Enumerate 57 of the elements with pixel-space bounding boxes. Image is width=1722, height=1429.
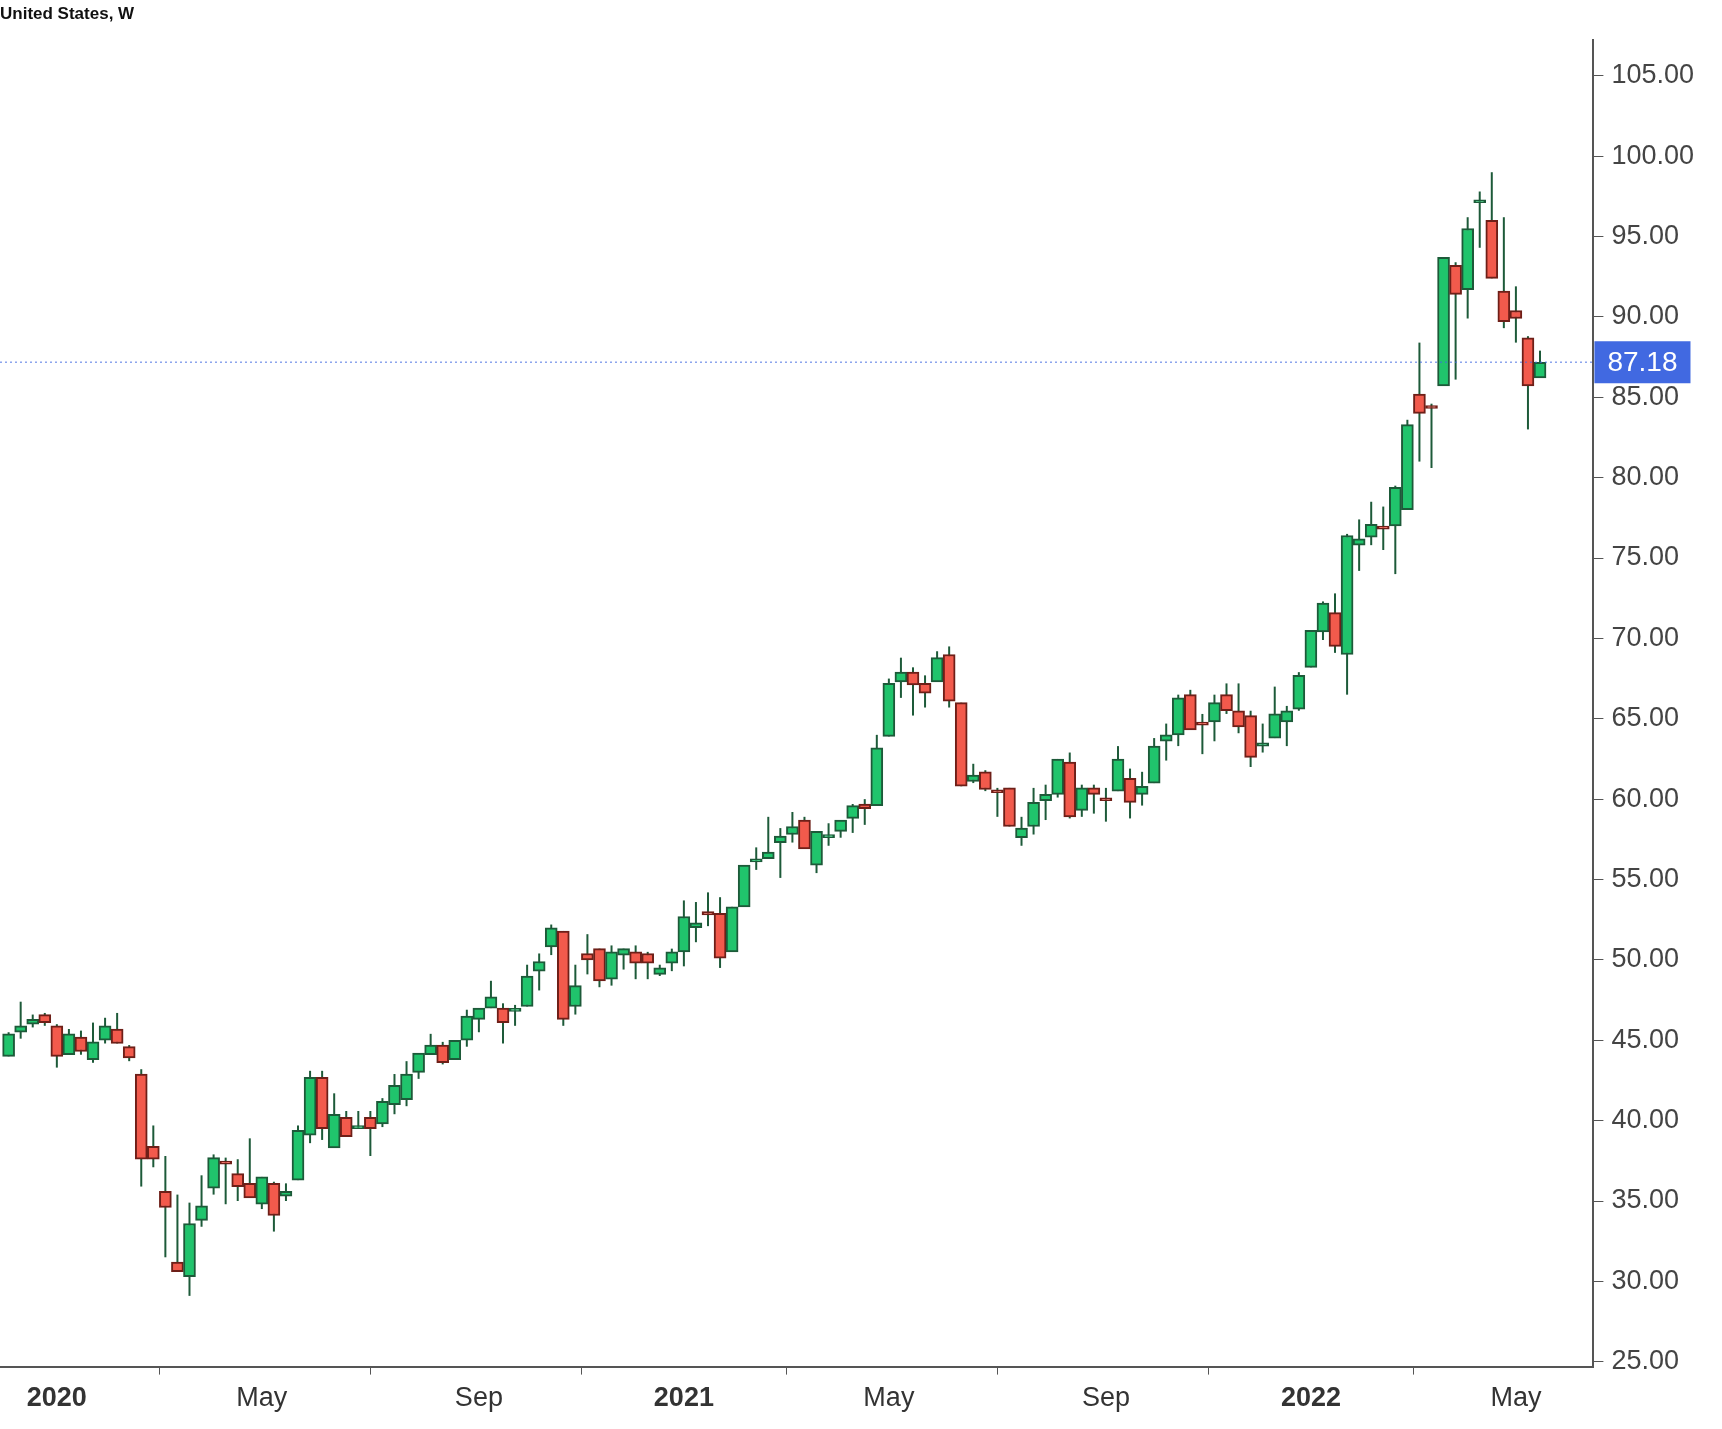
y-tick-label: 35.00 [1611,1184,1679,1215]
candlestick [1364,500,1378,547]
candlestick [2,1031,15,1058]
candlestick [749,846,763,871]
candlestick [786,811,799,844]
y-tick-label: 90.00 [1611,300,1679,331]
y-tick-label: 30.00 [1611,1264,1679,1295]
candlestick [1099,786,1113,823]
y-tick-label: 70.00 [1611,621,1679,652]
y-tick-label: 25.00 [1611,1345,1679,1376]
y-tick-label: 95.00 [1611,219,1679,250]
x-tick-label: May [236,1382,288,1413]
x-tick-label: 2021 [653,1382,714,1413]
candlestick [665,947,679,973]
candlestick [569,963,582,1016]
candlestick [159,1155,172,1259]
candlestick [14,1000,27,1040]
candlestick [846,802,860,834]
candlestick [1135,770,1149,807]
candlestick [930,650,944,683]
candlestick [544,923,558,957]
y-tick-label: 75.00 [1611,541,1679,572]
y-tick-label: 80.00 [1611,461,1679,492]
chart-title: United States, W [0,3,136,23]
candlestick [1039,783,1052,822]
candlestick [86,1021,100,1064]
candlestick [966,762,980,785]
y-tick-label: 45.00 [1611,1023,1679,1054]
candlestick [98,1016,112,1045]
candlestick [1533,349,1547,379]
candlestick [255,1175,269,1211]
x-tick-label: 2020 [26,1382,87,1413]
y-tick-label: 55.00 [1611,862,1679,893]
x-tick-label: May [863,1382,915,1413]
y-tick-label: 100.00 [1611,139,1695,170]
x-tick-label: 2022 [1280,1382,1341,1413]
x-tick-label: May [1490,1382,1542,1413]
y-tick-label: 85.00 [1611,380,1679,411]
ref-line-label: 87.18 [1607,345,1678,377]
candlestick [1027,786,1040,836]
y-tick-label: 65.00 [1611,702,1679,733]
candlestick [1256,722,1270,754]
candlestick [774,827,787,879]
candlestick [1015,815,1028,847]
x-tick-label: Sep [1081,1382,1130,1413]
candlestick [1473,190,1487,249]
candlestick [532,952,546,992]
candlestick [1159,722,1173,762]
y-tick-label: 60.00 [1611,782,1679,813]
candlestick [1208,693,1221,743]
y-tick-label: 40.00 [1611,1104,1679,1135]
candlestick [195,1174,208,1228]
x-tick-label: Sep [454,1382,503,1413]
candlestick [761,815,775,860]
y-tick-label: 50.00 [1611,943,1679,974]
y-tick-label: 105.00 [1611,59,1695,90]
candlestick [1075,783,1089,818]
